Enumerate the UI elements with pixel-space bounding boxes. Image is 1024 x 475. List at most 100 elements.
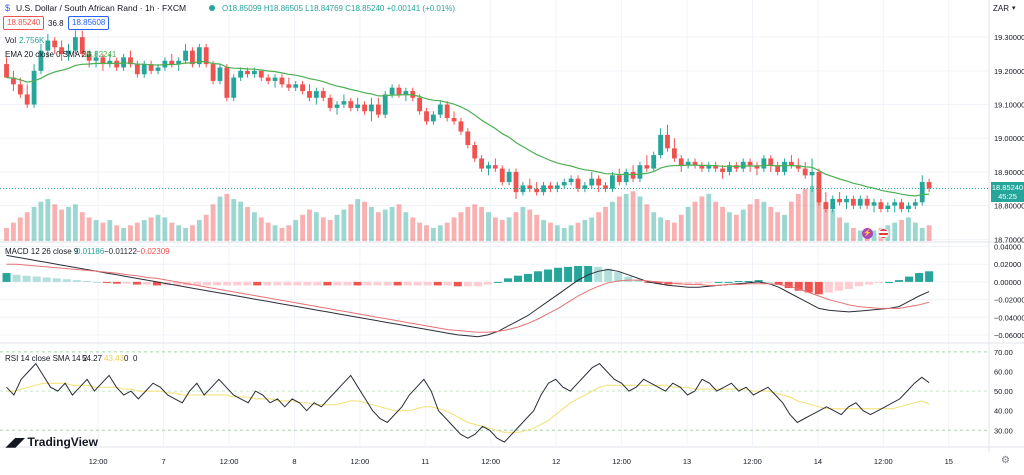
volume-bar xyxy=(678,214,684,241)
candle-body xyxy=(382,94,388,115)
macd-histogram-bar xyxy=(62,279,71,282)
candle-body xyxy=(183,50,188,61)
macd-histogram-bar xyxy=(614,272,623,282)
macd-histogram-bar xyxy=(152,281,161,286)
candle-body xyxy=(747,161,753,166)
volume-bar xyxy=(534,214,540,241)
macd-histogram-bar xyxy=(173,281,182,286)
candle-body xyxy=(279,77,285,85)
macd-histogram-bar xyxy=(814,281,823,295)
macd-histogram-bar xyxy=(453,281,462,287)
macd-histogram-bar xyxy=(253,281,262,286)
price-axis-label: 19.00000 xyxy=(994,134,1024,143)
candle-body xyxy=(258,70,264,78)
candle-body xyxy=(534,188,540,193)
market-status-dot xyxy=(209,5,215,11)
candle-body xyxy=(912,202,918,206)
volume-bar xyxy=(293,220,299,241)
lightning-event-icon[interactable]: ⚡ xyxy=(862,228,873,239)
rsi-axis-label: 70.00 xyxy=(994,348,1013,357)
macd-histogram-bar xyxy=(323,281,332,286)
macd-histogram-bar xyxy=(704,281,713,283)
macd-histogram-bar xyxy=(443,281,452,286)
candle-body xyxy=(313,91,319,98)
macd-histogram-bar xyxy=(503,278,512,282)
candle-body xyxy=(802,168,808,176)
vol-legend-label[interactable]: Vol xyxy=(5,36,17,45)
volume-bar xyxy=(520,206,526,241)
candle-body xyxy=(417,97,423,112)
candle-body xyxy=(603,185,608,189)
volume-bar xyxy=(369,206,374,241)
buy-button[interactable]: 18.85608 xyxy=(68,16,110,30)
candle-body xyxy=(575,178,581,189)
candle-body xyxy=(816,171,822,203)
volume-bar xyxy=(713,201,719,241)
macd-histogram-bar xyxy=(393,281,402,286)
volume-bar xyxy=(850,227,856,241)
macd-histogram-bar xyxy=(82,281,91,283)
volume-bar xyxy=(926,225,932,241)
volume-bar xyxy=(609,201,615,241)
candle-body xyxy=(761,158,767,169)
volume-bar xyxy=(823,201,829,241)
bar-countdown: 45:25 xyxy=(998,192,1017,201)
tradingview-logo-text: TradingView xyxy=(27,435,98,449)
volume-bar xyxy=(671,222,677,241)
volume-bar xyxy=(307,209,312,241)
candle-body xyxy=(190,50,195,65)
macd-histogram-bar xyxy=(263,281,272,286)
volume-bar xyxy=(561,227,567,241)
volume-bar xyxy=(513,212,519,241)
currency-dropdown-icon[interactable]: ▾ xyxy=(1012,5,1016,12)
macd-legend-value-1: 0.01186 xyxy=(76,247,105,256)
tradingview-logo[interactable]: ◢◤ TradingView xyxy=(6,435,98,449)
candle-body xyxy=(300,84,306,92)
candle-body xyxy=(871,202,877,206)
price-axis-label: 19.30000 xyxy=(994,33,1024,42)
currency-label[interactable]: ZAR xyxy=(993,4,1009,13)
us-flag-event-icon[interactable] xyxy=(878,228,889,239)
macd-histogram-bar xyxy=(243,281,252,286)
candle-body xyxy=(513,171,519,193)
volume-bar xyxy=(375,212,381,241)
volume-bar xyxy=(217,196,223,241)
volume-bar xyxy=(169,222,175,241)
candle-body xyxy=(334,104,340,108)
volume-bar xyxy=(582,220,588,241)
volume-bar xyxy=(451,217,457,241)
candle-body xyxy=(11,77,16,85)
macd-histogram-bar xyxy=(874,281,883,283)
volume-bar xyxy=(816,193,822,241)
price-axis-label: 18.80000 xyxy=(994,202,1024,211)
candle-body xyxy=(403,91,409,95)
macd-histogram-bar xyxy=(834,281,843,291)
candle-body xyxy=(17,84,23,95)
volume-bar xyxy=(11,222,16,241)
candle-body xyxy=(451,118,457,122)
rsi-legend-label[interactable]: RSI 14 close SMA 14 2 xyxy=(5,354,88,363)
symbol-title[interactable]: U.S. Dollar / South African Rand · 1h · … xyxy=(16,3,187,13)
settings-gear-icon[interactable]: ⚙ xyxy=(1001,455,1010,466)
macd-histogram-bar xyxy=(132,281,141,285)
macd-histogram-bar xyxy=(473,281,482,287)
candle-body xyxy=(341,101,347,105)
volume-bar xyxy=(224,193,230,241)
macd-histogram-bar xyxy=(413,281,422,286)
candle-body xyxy=(582,185,588,189)
macd-legend-label[interactable]: MACD 12 26 close 9 xyxy=(5,247,79,256)
volume-bar xyxy=(733,214,739,241)
candle-body xyxy=(651,155,657,169)
ema-line xyxy=(6,60,930,197)
volume-bar xyxy=(403,212,409,241)
sell-button[interactable]: 18.85240 xyxy=(3,16,45,30)
ema-legend-label[interactable]: EMA 20 close 0 SMA 20 xyxy=(5,50,91,59)
candle-body xyxy=(857,198,863,206)
volume-bar xyxy=(265,222,271,241)
candle-body xyxy=(699,165,705,169)
candle-body xyxy=(437,104,443,115)
macd-pane xyxy=(2,254,934,338)
candle-body xyxy=(864,198,870,206)
candle-body xyxy=(355,104,361,108)
macd-histogram-bar xyxy=(293,281,302,286)
